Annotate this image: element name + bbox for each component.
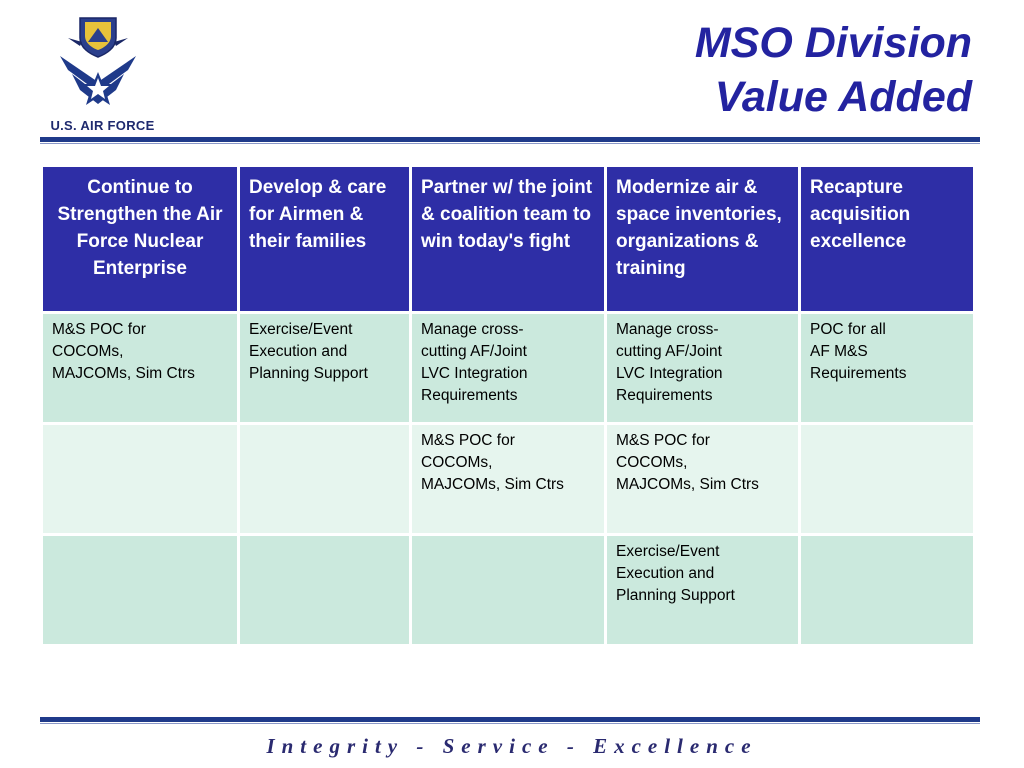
bottom-divider	[40, 717, 980, 722]
table-cell	[409, 533, 607, 647]
page-title-line-2: Value Added	[714, 73, 972, 121]
column-header-modernize: Modernize air & space inventories, organ…	[604, 164, 801, 314]
footer-motto: Integrity - Service - Excellence	[266, 734, 758, 758]
bottom-divider-thin	[40, 723, 980, 724]
table-cell: Manage cross- cutting AF/Joint LVC Integ…	[409, 311, 607, 425]
table-row: M&S POC for COCOMs, MAJCOMs, Sim Ctrs M&…	[40, 422, 976, 536]
table-cell	[40, 422, 240, 536]
table-cell: M&S POC for COCOMs, MAJCOMs, Sim Ctrs	[40, 311, 240, 425]
column-header-nuclear: Continue to Strengthen the Air Force Nuc…	[40, 164, 240, 314]
table-row: M&S POC for COCOMs, MAJCOMs, Sim Ctrs Ex…	[40, 311, 976, 425]
table-row: Exercise/Event Execution and Planning Su…	[40, 533, 976, 647]
top-divider	[40, 137, 980, 142]
column-header-partner: Partner w/ the joint & coalition team to…	[409, 164, 607, 314]
table-cell: M&S POC for COCOMs, MAJCOMs, Sim Ctrs	[604, 422, 801, 536]
table-cell: M&S POC for COCOMs, MAJCOMs, Sim Ctrs	[409, 422, 607, 536]
table-cell	[40, 533, 240, 647]
column-header-airmen: Develop & care for Airmen & their famili…	[237, 164, 412, 314]
page-title-line-1: MSO Division	[694, 19, 972, 67]
air-force-wing-emblem-icon	[60, 17, 136, 105]
table-cell: POC for all AF M&S Requirements	[798, 311, 976, 425]
table-cell: Exercise/Event Execution and Planning Su…	[604, 533, 801, 647]
table-cell: Manage cross- cutting AF/Joint LVC Integ…	[604, 311, 801, 425]
top-divider-thin	[40, 143, 980, 144]
logo-text: U.S. AIR FORCE	[50, 118, 155, 133]
page-title: MSO Division Value Added	[695, 16, 972, 124]
column-header-acquisition: Recapture acquisition excellence	[798, 164, 976, 314]
air-force-logo: U.S. AIR FORCE	[30, 8, 165, 138]
table-header-row: Continue to Strengthen the Air Force Nuc…	[40, 164, 976, 314]
table-cell	[237, 533, 412, 647]
table-cell	[798, 422, 976, 536]
table-cell	[798, 533, 976, 647]
table-cell: Exercise/Event Execution and Planning Su…	[237, 311, 412, 425]
value-added-table: Continue to Strengthen the Air Force Nuc…	[40, 164, 976, 647]
table-cell	[237, 422, 412, 536]
